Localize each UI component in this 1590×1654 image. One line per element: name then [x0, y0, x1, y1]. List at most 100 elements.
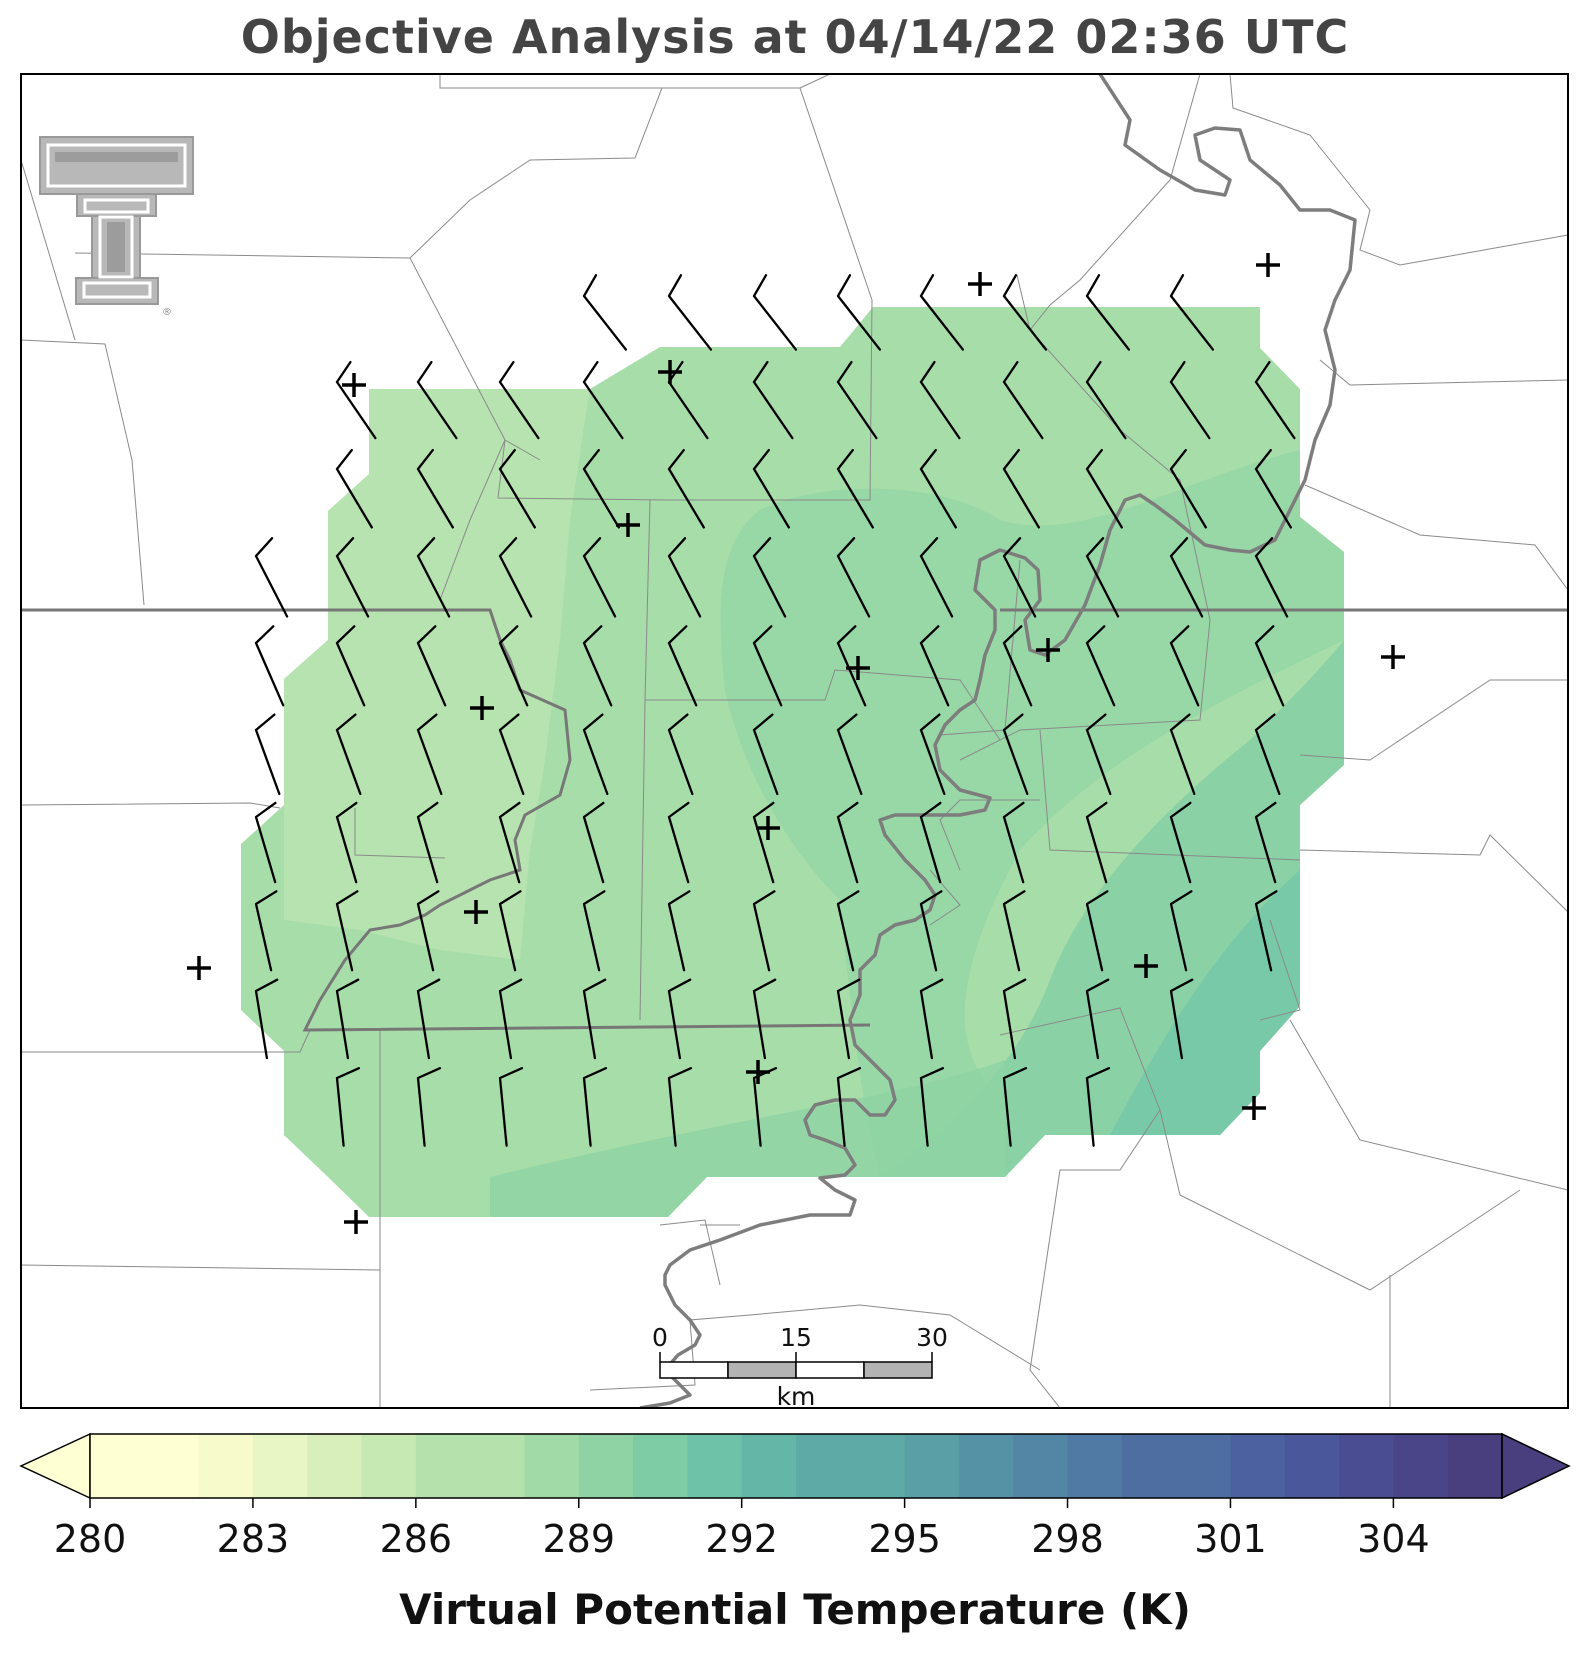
wind-barb: [1169, 274, 1215, 351]
wind-barb: [254, 890, 278, 972]
colorbar-cell: [90, 1434, 145, 1498]
colorbar-cell: [850, 1434, 906, 1498]
wind-barb: [752, 360, 794, 440]
wind-barb: [836, 625, 867, 707]
colorbar-ticks: 280 283 286 289 292 295 298 301 304: [54, 1498, 1430, 1561]
wind-barb: [254, 801, 277, 884]
wind-barb: [752, 890, 776, 972]
colorbar-cell: [415, 1434, 471, 1498]
field-region-southeast: [1110, 870, 1300, 1135]
wind-barb: [919, 360, 961, 440]
state-line: [21, 608, 871, 1032]
wind-barb: [667, 448, 705, 529]
wind-barb: [416, 448, 454, 529]
wind-barb: [1169, 625, 1200, 707]
wind-barb: [498, 537, 533, 618]
station-marker: [746, 1060, 770, 1084]
station-marker: [470, 696, 494, 720]
wind-barb: [1002, 801, 1025, 884]
scale-tick-0: 0: [652, 1323, 668, 1352]
colorbar-extend-high: [1501, 1432, 1571, 1500]
texas-tech-logo: ®: [39, 136, 194, 318]
wind-barb: [1085, 801, 1108, 884]
colorbar-cell: [1121, 1434, 1177, 1498]
wind-barb: [1085, 274, 1131, 351]
wind-barb: [919, 274, 965, 351]
wind-barb: [416, 801, 439, 884]
station-marker: [616, 513, 640, 537]
wind-barb: [582, 537, 617, 618]
station-marker: [1256, 253, 1280, 277]
wind-barb: [498, 801, 521, 884]
wind-barb: [667, 713, 694, 796]
wind-barb: [335, 360, 377, 440]
wind-barb: [498, 448, 536, 529]
wind-barb: [1169, 801, 1192, 884]
wind-barb: [1254, 448, 1292, 529]
wind-barb: [1085, 1067, 1111, 1147]
wind-barb: [1002, 360, 1044, 440]
wind-barb: [1169, 360, 1211, 440]
wind-barb: [919, 801, 942, 884]
wind-barb: [416, 713, 443, 796]
wind-barb: [752, 274, 798, 351]
wind-barb: [582, 274, 628, 351]
station-marker: [1036, 638, 1060, 662]
colorbar-cell: [796, 1434, 851, 1498]
wind-barb: [752, 625, 783, 707]
wind-barb: [1085, 713, 1112, 796]
colorbar-cell: [1284, 1434, 1340, 1498]
wind-barb: [498, 713, 525, 796]
station-marker: [658, 360, 682, 384]
colorbar-cell: [307, 1434, 363, 1498]
colorbar-cell: [1447, 1434, 1503, 1498]
colorbar-tick-label: 292: [705, 1517, 778, 1561]
colorbar-tick-label: 295: [868, 1517, 941, 1561]
colorbar-cell: [1230, 1434, 1286, 1498]
wind-barb: [416, 890, 440, 972]
colorbar-tick-label: 298: [1031, 1517, 1104, 1561]
wind-barb: [254, 625, 285, 707]
colorbar-tick-label: 301: [1194, 1517, 1267, 1561]
wind-barb: [582, 360, 624, 440]
wind-barb: [498, 890, 522, 972]
wind-barb: [1085, 360, 1127, 440]
wind-barb: [836, 801, 859, 884]
wind-barb: [752, 537, 787, 618]
station-marker: [968, 272, 992, 296]
wind-barb: [498, 1067, 524, 1147]
wind-barb: [1254, 713, 1281, 796]
wind-barb: [919, 978, 944, 1060]
map-title: Objective Analysis at 04/14/22 02:36 UTC: [240, 10, 1350, 64]
wind-barb: [667, 1067, 693, 1147]
wind-barb: [335, 1067, 361, 1147]
wind-barb: [667, 978, 692, 1060]
wind-barb: [582, 1067, 608, 1147]
wind-barb: [667, 625, 698, 707]
wind-barb: [1002, 978, 1027, 1060]
wind-barb: [836, 890, 860, 972]
wind-barb: [836, 978, 861, 1060]
wind-barb: [582, 625, 613, 707]
colorbar-tick-label: 289: [543, 1517, 616, 1561]
wind-barb: [1002, 448, 1040, 529]
station-marker: [1381, 645, 1405, 669]
colorbar-cell: [1393, 1434, 1449, 1498]
wind-barb: [335, 713, 362, 796]
temperature-field: [241, 307, 1344, 1217]
colorbar-cell: [144, 1434, 200, 1498]
wind-barb: [1169, 978, 1194, 1060]
colorbar-cell: [252, 1434, 308, 1498]
station-markers: [187, 253, 1405, 1234]
wind-barb: [335, 801, 358, 884]
station-marker: [846, 656, 870, 680]
scale-tick-15: 15: [780, 1323, 812, 1352]
wind-barb: [416, 978, 441, 1060]
wind-barb: [836, 537, 871, 618]
colorbar-extend-low: [19, 1432, 91, 1500]
wind-barb: [416, 625, 447, 707]
wind-barb: [1169, 713, 1196, 796]
wind-barb: [582, 448, 620, 529]
